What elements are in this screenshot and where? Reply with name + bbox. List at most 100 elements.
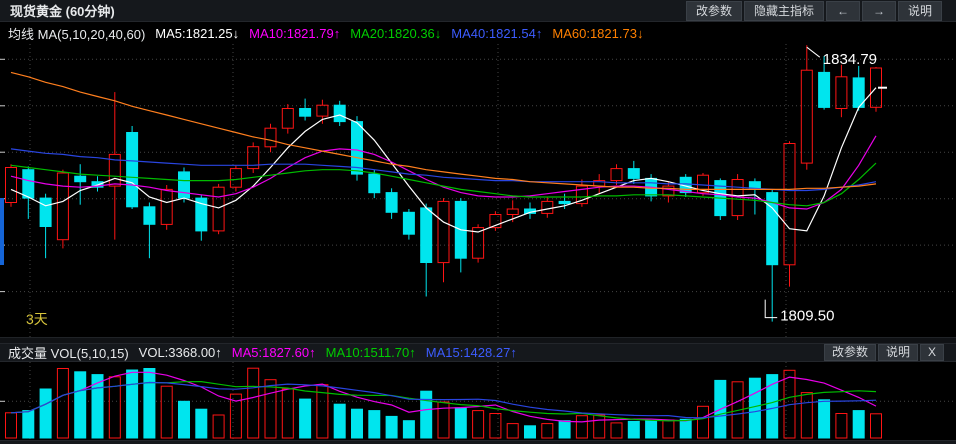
volume-bar: [558, 420, 571, 439]
candle-body: [56, 172, 69, 241]
volume-chart-area: [0, 362, 956, 440]
candle-body: [22, 169, 35, 199]
volume-bar: [368, 410, 381, 439]
volume-bar: [541, 423, 554, 439]
ma20-value-label: MA20:1820.36↓: [350, 25, 442, 41]
volume-bar: [74, 371, 87, 439]
volume-bar: [593, 414, 606, 439]
volume-bars-layer: [5, 367, 882, 439]
volume-bar: [575, 415, 588, 439]
volume-settings-label[interactable]: 成交量 VOL(5,10,15): [8, 346, 129, 361]
candle-body: [506, 208, 519, 215]
candle-body: [281, 108, 294, 129]
ma40-value-label: MA40:1821.54↑: [451, 25, 543, 41]
volume-ma-line-15: [10, 381, 877, 419]
candle-body: [766, 192, 779, 266]
candle-body: [489, 214, 502, 229]
candle-body: [316, 104, 329, 117]
candle-body: [835, 76, 848, 109]
candle-body: [748, 181, 761, 189]
high-price-label: 1834.79: [823, 51, 877, 68]
volume-bar: [39, 388, 52, 439]
candle-body: [160, 188, 173, 225]
chart-title: 现货黄金 (60分钟): [10, 4, 115, 19]
volume-bar: [454, 407, 467, 439]
left-edge-accent-stripe: [0, 198, 4, 265]
volume-bar: [766, 374, 779, 439]
title-bar-buttons: 改参数 隐藏主指标 ← → 说明: [685, 1, 942, 21]
ma-line-ma5: [10, 87, 877, 233]
candle-body: [143, 206, 156, 225]
ma-settings-label[interactable]: 均线 MA(5,10,20,40,60): [8, 26, 146, 42]
candle-body: [541, 200, 554, 214]
volume-change-params-button[interactable]: 改参数: [823, 344, 876, 361]
ma-indicator-row: 均线 MA(5,10,20,40,60) MA5:1821.25↓ MA10:1…: [0, 22, 956, 44]
volume-bar: [91, 374, 104, 439]
ma60-value-label: MA60:1821.73↓: [552, 25, 644, 41]
ma5-value-label: MA5:1821.25↓: [155, 25, 240, 41]
volume-help-button[interactable]: 说明: [877, 344, 918, 361]
volume-bar: [506, 423, 519, 439]
volume-bar: [160, 385, 173, 439]
ma-line-ma20: [10, 162, 877, 207]
candle-body: [351, 121, 363, 175]
volume-header-buttons: 改参数 说明 X: [823, 344, 944, 361]
hide-main-indicator-button[interactable]: 隐藏主指标: [743, 1, 824, 21]
candle-body: [662, 185, 675, 197]
candles-layer: [5, 45, 882, 322]
low-price-bracket: [764, 299, 778, 319]
candle-body: [247, 146, 260, 170]
candle-body: [178, 171, 190, 199]
volume-bar: [818, 399, 831, 439]
ma-line-ma60: [10, 71, 877, 190]
scroll-right-arrow-button[interactable]: →: [861, 1, 896, 21]
ma-line-ma10: [10, 135, 877, 210]
volume-bar: [524, 425, 536, 439]
candle-body: [697, 174, 709, 194]
volume-bar: [697, 405, 709, 439]
volume-bar: [835, 413, 848, 439]
volume-bar: [437, 401, 450, 439]
scroll-left-arrow-button[interactable]: ←: [825, 1, 860, 21]
candle-body: [558, 200, 571, 205]
volume-bar: [212, 414, 225, 439]
candle-body: [575, 185, 588, 205]
period-label: 3天: [26, 311, 48, 327]
volume-bar: [472, 410, 485, 439]
main-chart-area: 1834.79 1809.50 3天: [0, 44, 956, 338]
candle-body: [610, 168, 623, 182]
help-button[interactable]: 说明: [897, 1, 942, 21]
volume-ma5-label: MA5:1827.60↑: [231, 345, 316, 360]
candle-body: [264, 127, 277, 148]
candle-body: [299, 108, 312, 117]
candle-body: [229, 168, 242, 188]
ma10-value-label: MA10:1821.79↑: [249, 25, 341, 41]
volume-ma-line-5: [10, 371, 877, 423]
volume-bar: [679, 418, 692, 439]
volume-bar: [420, 390, 433, 439]
volume-close-button[interactable]: X: [919, 344, 944, 361]
volume-bar: [143, 368, 156, 439]
change-params-button[interactable]: 改参数: [685, 1, 742, 21]
candle-body: [195, 197, 208, 232]
candle-body: [800, 69, 813, 164]
volume-bar: [748, 377, 761, 439]
candle-body: [108, 153, 121, 187]
volume-bar: [731, 381, 744, 439]
volume-bar: [229, 393, 242, 439]
volume-bar: [56, 368, 69, 439]
volume-bar: [333, 403, 346, 439]
volume-chart-canvas[interactable]: [0, 362, 956, 440]
volume-bar: [264, 379, 277, 439]
candlestick-chart-canvas[interactable]: 1834.79 1809.50: [0, 44, 956, 338]
candle-body: [420, 207, 433, 263]
candle-body: [472, 227, 485, 259]
bottom-border: [0, 440, 956, 444]
volume-bar: [870, 413, 882, 439]
candle-body: [402, 211, 415, 235]
volume-bar: [247, 367, 260, 439]
pane-separator[interactable]: [0, 338, 956, 343]
candle-body: [437, 200, 450, 264]
candle-body: [39, 197, 52, 228]
